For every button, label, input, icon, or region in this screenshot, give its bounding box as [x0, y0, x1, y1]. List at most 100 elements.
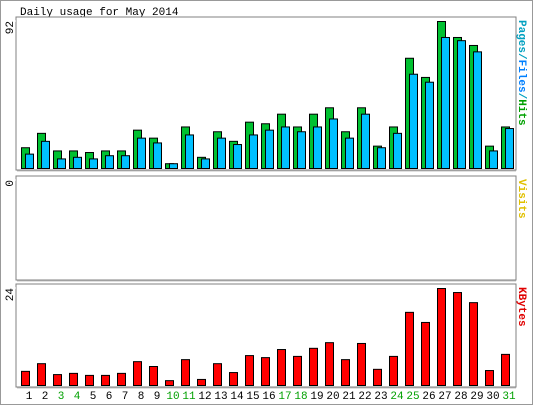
- bar: [265, 129, 274, 169]
- bar: [117, 372, 126, 386]
- bar: [153, 142, 162, 170]
- x-tick-label: 1: [26, 391, 33, 403]
- bar: [213, 363, 222, 386]
- x-tick-label: 26: [422, 391, 435, 403]
- bar: [325, 342, 334, 386]
- x-tick-label: 28: [454, 391, 467, 403]
- chart-title: Daily usage for May 2014: [20, 7, 179, 19]
- axis-label: Pages/Files/Hits: [515, 20, 527, 126]
- y-tick-label: 0: [5, 180, 17, 187]
- x-tick-label: 24: [390, 391, 404, 403]
- x-tick-label: 7: [122, 391, 129, 403]
- x-tick-label: 12: [198, 391, 211, 403]
- bar: [485, 370, 494, 387]
- axis-label-part: Visits: [515, 179, 527, 219]
- bar: [101, 374, 110, 387]
- x-tick-label: 2: [42, 391, 49, 403]
- x-tick-label: 10: [166, 391, 179, 403]
- bar: [217, 137, 226, 170]
- bar: [181, 359, 190, 386]
- x-tick-label: 18: [294, 391, 307, 403]
- bar: [281, 126, 290, 169]
- bar: [441, 36, 450, 170]
- bar: [361, 113, 370, 169]
- bar: [501, 353, 510, 387]
- bar: [421, 321, 430, 387]
- bar: [133, 361, 142, 387]
- bar: [233, 144, 242, 169]
- x-tick-label: 29: [470, 391, 483, 403]
- bar: [261, 357, 270, 386]
- axis-label-part: /: [515, 53, 527, 60]
- x-tick-label: 22: [358, 391, 371, 403]
- axis-label-part: KBytes: [515, 287, 527, 327]
- bar: [53, 374, 62, 386]
- bar: [409, 73, 418, 169]
- bar: [121, 155, 130, 170]
- bar: [185, 134, 194, 169]
- x-tick-label: 4: [74, 391, 81, 403]
- bar: [41, 140, 50, 170]
- bar: [329, 118, 338, 169]
- bar: [73, 156, 82, 169]
- axis-label-part: Hits: [515, 99, 527, 125]
- bar: [229, 372, 238, 387]
- bar: [309, 347, 318, 387]
- panel: [15, 175, 517, 281]
- x-tick-label: 23: [374, 391, 387, 403]
- y-tick-label: 24: [5, 288, 17, 302]
- x-tick-label: 13: [214, 391, 227, 403]
- x-tick-label: 20: [326, 391, 339, 403]
- bar: [85, 374, 94, 387]
- x-tick-label: 21: [342, 391, 356, 403]
- axis-label: Visits: [515, 179, 527, 219]
- x-tick-label: 30: [486, 391, 499, 403]
- bar: [165, 380, 174, 386]
- bar: [489, 150, 498, 170]
- bar: [437, 288, 446, 386]
- x-tick-label: 8: [138, 391, 145, 403]
- axis-label-part: /: [515, 93, 527, 100]
- x-tick-label: 31: [502, 391, 516, 403]
- bar: [505, 128, 514, 170]
- bar: [21, 370, 30, 386]
- x-tick-label: 9: [154, 391, 161, 403]
- bar: [249, 134, 258, 169]
- axis-label-part: Files: [515, 60, 527, 93]
- bar: [393, 132, 402, 169]
- bar: [89, 158, 98, 169]
- bar: [169, 163, 178, 170]
- x-tick-label: 11: [182, 391, 196, 403]
- y-tick-label: 92: [5, 21, 17, 34]
- x-tick-label: 27: [438, 391, 451, 403]
- bar: [389, 355, 398, 386]
- bar: [293, 355, 302, 386]
- bar: [457, 40, 466, 169]
- bar: [473, 51, 482, 169]
- bar: [373, 368, 382, 387]
- x-tick-label: 16: [262, 391, 275, 403]
- bar: [345, 137, 354, 170]
- axis-label-part: Pages: [515, 20, 527, 53]
- bar: [377, 147, 386, 169]
- bar: [469, 302, 478, 387]
- bar: [105, 155, 114, 170]
- bar: [37, 363, 46, 386]
- bar: [277, 349, 286, 387]
- bar: [425, 81, 434, 169]
- x-tick-label: 19: [310, 391, 323, 403]
- x-tick-label: 14: [230, 391, 244, 403]
- bar: [341, 359, 350, 386]
- x-tick-label: 3: [58, 391, 65, 403]
- bar: [197, 378, 206, 386]
- axis-label: KBytes: [515, 287, 527, 327]
- bar: [405, 311, 414, 386]
- x-tick-label: 5: [90, 391, 97, 403]
- bar: [297, 131, 306, 169]
- x-tick-label: 6: [106, 391, 113, 403]
- bar: [201, 158, 210, 169]
- bar: [313, 126, 322, 169]
- x-tick-label: 17: [278, 391, 291, 403]
- bar: [149, 366, 158, 387]
